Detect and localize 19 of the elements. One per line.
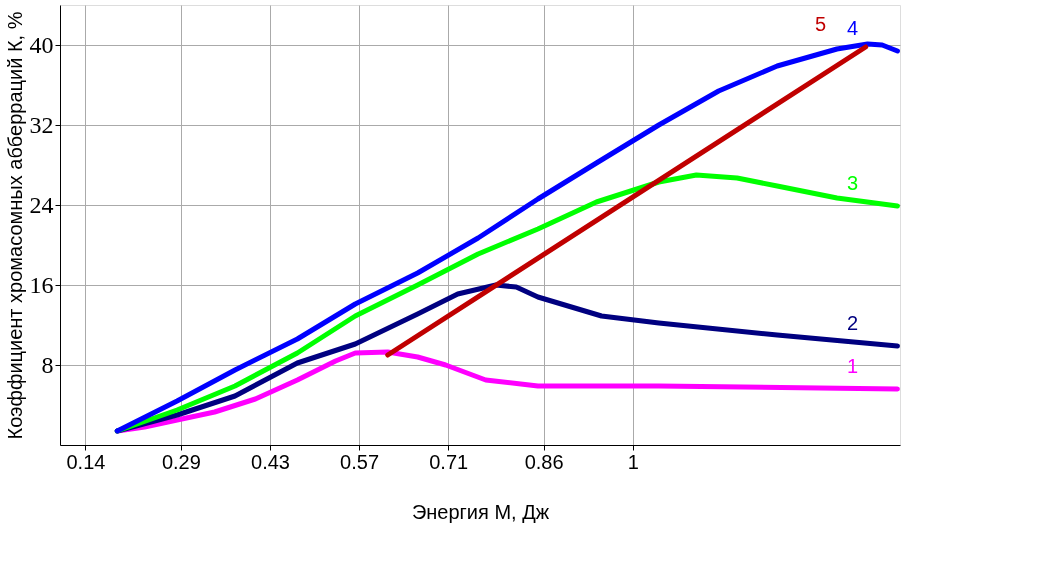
y-tick-label: 8 — [41, 351, 54, 378]
x-tick-label: 0.29 — [161, 450, 201, 473]
series-label: 4 — [846, 17, 859, 39]
series-label: 3 — [846, 172, 859, 194]
x-tick-label: 0.14 — [66, 450, 106, 473]
y-tick-label: 24 — [29, 191, 54, 218]
x-tick-label: 1 — [627, 450, 639, 473]
x-tick-label: 0.71 — [429, 450, 469, 473]
series-label: 5 — [815, 13, 827, 35]
series-label: 2 — [846, 312, 859, 334]
y-axis-title: Коэффициент хромасомных абберраций К, % — [3, 11, 26, 440]
x-axis-title: Энергия М, Дж — [411, 500, 550, 523]
x-tick-label: 0.57 — [340, 450, 380, 473]
y-tick-label: 16 — [29, 271, 54, 298]
x-tick-label: 0.86 — [524, 450, 564, 473]
y-tick-label: 40 — [29, 31, 54, 58]
x-tick-label: 0.43 — [251, 450, 290, 473]
y-tick-label: 32 — [29, 111, 54, 138]
series-label: 1 — [846, 355, 859, 377]
